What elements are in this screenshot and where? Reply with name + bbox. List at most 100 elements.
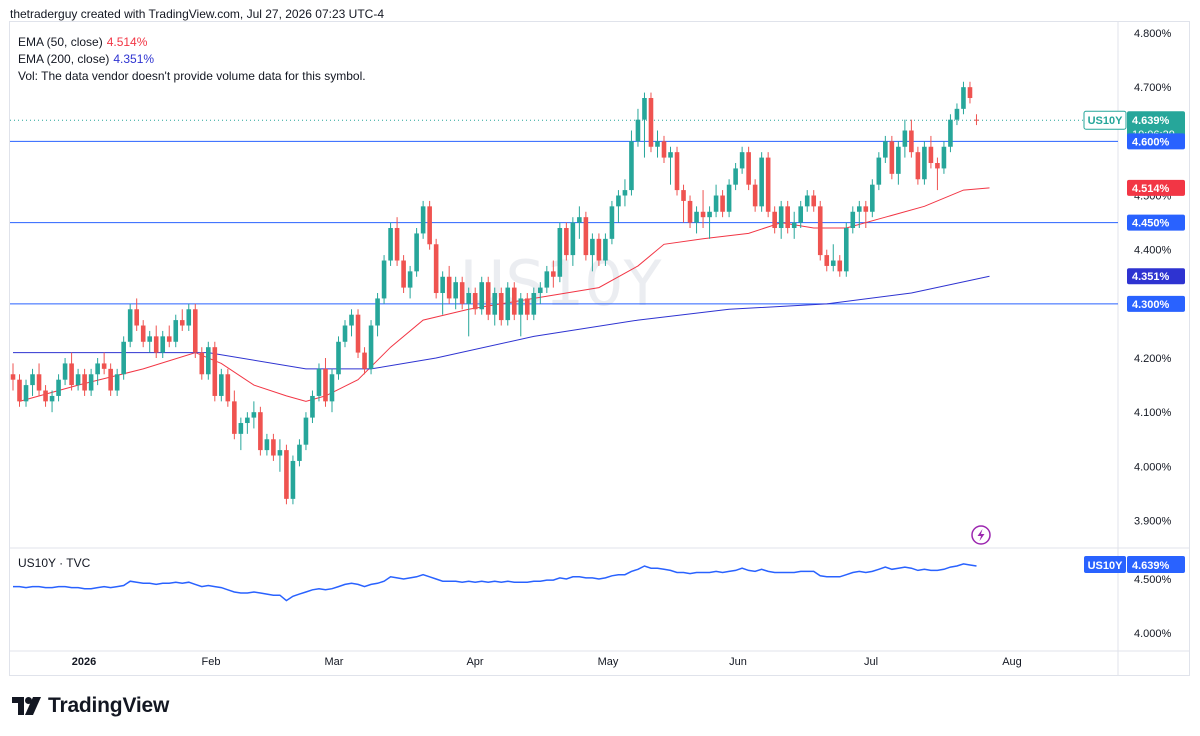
legend-ema200[interactable]: EMA (200, close) 4.351% <box>18 52 154 66</box>
candle <box>271 433 276 461</box>
candle <box>420 200 426 239</box>
candle-body <box>479 282 485 310</box>
sub-tag-box <box>1127 556 1185 573</box>
candle-body <box>909 130 914 153</box>
candle-body <box>902 130 908 147</box>
candle-body <box>700 211 706 218</box>
candle <box>17 374 22 407</box>
candle-body <box>655 141 660 147</box>
candle <box>173 314 179 348</box>
candle-body <box>772 211 777 229</box>
chart-attribution: thetraderguy created with TradingView.co… <box>10 7 384 21</box>
candle-body <box>713 195 719 212</box>
candle-body <box>43 390 48 402</box>
candle-body <box>401 260 406 288</box>
legend-ema50[interactable]: EMA (50, close) 4.514% <box>18 35 147 49</box>
candle <box>889 135 895 180</box>
sub-pane: 4.500% 4.000% US10Y 4.639% <box>13 556 1185 640</box>
candle-body <box>355 314 361 353</box>
sub-tag-symbol: US10Y <box>1088 560 1124 572</box>
horizontal-levels <box>10 140 1118 305</box>
sub-tag-symbol-box <box>1084 556 1126 573</box>
tradingview-logo[interactable]: TradingView <box>12 694 169 718</box>
price-tick-label: 4.200% <box>1134 353 1172 365</box>
candle <box>401 255 406 294</box>
candle-body <box>791 222 797 229</box>
candle-body <box>114 374 120 391</box>
candle-body <box>629 141 634 191</box>
candle-body <box>69 363 74 386</box>
candle <box>687 195 693 229</box>
candle-body <box>225 374 231 402</box>
candle-body <box>134 309 139 326</box>
candle <box>375 293 380 337</box>
candle-body <box>264 439 270 451</box>
candle-body <box>245 417 250 424</box>
candle <box>661 135 667 164</box>
candle <box>56 374 61 402</box>
candle <box>817 200 823 261</box>
candle <box>394 217 400 266</box>
sub-pane-legend[interactable]: US10Y · TVC <box>18 556 91 570</box>
candle <box>368 320 374 375</box>
candle <box>596 233 602 266</box>
candle-body <box>596 238 602 261</box>
candle-body <box>427 206 432 245</box>
candle <box>902 119 908 158</box>
candle-body <box>251 412 257 418</box>
candle <box>23 379 29 407</box>
candle <box>186 303 192 331</box>
level-tag-label: 4.300% <box>1132 299 1170 311</box>
candle-body <box>876 157 882 185</box>
candle <box>629 130 634 196</box>
candle <box>785 200 790 234</box>
candle-body <box>733 168 738 185</box>
time-tick-label: May <box>598 656 619 668</box>
candle <box>446 265 452 304</box>
candle-body <box>674 152 680 191</box>
candle-body <box>82 374 87 391</box>
level-tag-label: 4.600% <box>1132 136 1170 148</box>
candle <box>557 222 563 283</box>
candle <box>179 309 185 331</box>
candle-body <box>290 460 296 499</box>
candle <box>505 282 511 326</box>
candle-body <box>948 119 953 147</box>
candle-body <box>420 206 426 234</box>
price-tag-symbol: US10Y <box>1088 115 1124 127</box>
candle-body <box>889 141 895 174</box>
candle-body <box>388 228 393 261</box>
candle <box>739 146 745 174</box>
level-tag-box <box>1127 268 1185 285</box>
candle <box>883 135 888 164</box>
candle <box>30 368 35 396</box>
candle-body <box>863 206 869 212</box>
candle-body <box>121 341 126 375</box>
candle-body <box>95 363 100 375</box>
tradingview-brand: TradingView <box>48 694 170 717</box>
level-tag-label: 4.351% <box>1132 271 1170 283</box>
candle <box>433 238 439 299</box>
candle <box>674 146 680 196</box>
candle-body <box>381 260 387 299</box>
lightning-icon[interactable] <box>971 525 991 545</box>
candle <box>870 179 875 218</box>
candle-body <box>648 98 654 147</box>
legend-volume-note: Vol: The data vendor doesn't provide vol… <box>18 69 366 83</box>
candle-body <box>10 374 16 380</box>
candle-body <box>375 298 380 326</box>
candle <box>765 152 771 218</box>
candle-body <box>590 238 595 256</box>
candle-body <box>616 195 621 207</box>
candle <box>323 358 328 407</box>
candle <box>140 320 146 348</box>
candle-body <box>817 206 823 256</box>
candle-body <box>62 363 68 380</box>
candle-body <box>505 287 511 321</box>
legend-ema50-label: EMA (50, close) <box>18 35 103 49</box>
candle <box>798 200 804 229</box>
candle-body <box>446 276 452 299</box>
candle <box>655 130 660 158</box>
candle-body <box>219 374 224 396</box>
